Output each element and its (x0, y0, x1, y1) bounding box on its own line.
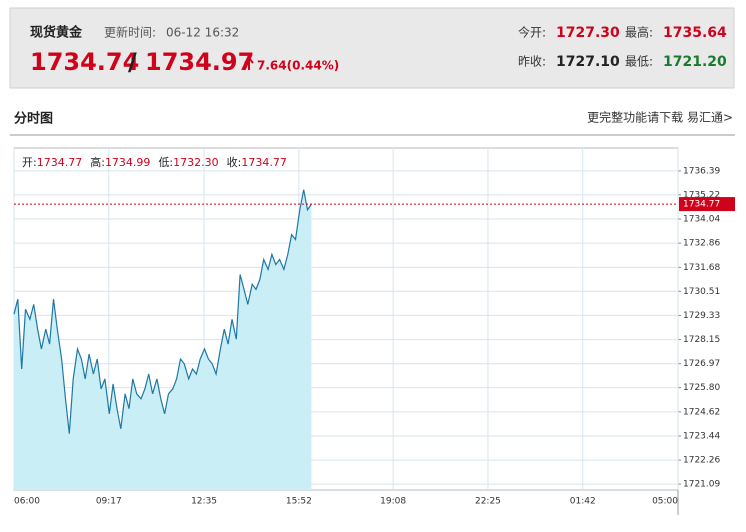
x-tick-label: 09:17 (96, 497, 122, 507)
y-tick-label: 1723.44 (683, 431, 720, 441)
stat-value: 1721.20 (663, 54, 727, 70)
y-tick-label: 1732.86 (683, 239, 720, 249)
x-tick-label: 15:52 (286, 497, 312, 507)
stat-value: 1735.64 (663, 25, 727, 41)
y-tick-label: 1725.80 (683, 383, 720, 393)
quote-panel (9, 7, 735, 89)
stat-value: 1727.30 (556, 25, 620, 41)
update-label: 更新时间: (104, 25, 156, 40)
y-tick-label: 1729.33 (683, 311, 720, 321)
info-label: 高: (90, 155, 105, 169)
ask-price: 1734.97 (145, 48, 254, 76)
stat-label: 最低: (625, 55, 653, 69)
y-tick-label: 1721.09 (683, 480, 720, 490)
info-value: 1732.30 (173, 156, 219, 169)
y-tick-label: 1726.97 (683, 359, 720, 369)
y-tick-label: 1730.51 (683, 287, 720, 297)
stat-label: 昨收: (518, 55, 546, 69)
download-link[interactable]: 更完整功能请下载 易汇通> (587, 110, 733, 125)
info-value: 1734.77 (241, 156, 287, 169)
x-tick-label: 12:35 (191, 497, 217, 507)
price-change: 7.64(0.44%) (257, 59, 339, 73)
info-label: 开: (22, 156, 37, 169)
stat-label: 最高: (625, 25, 653, 40)
last-price-label: 1734.77 (683, 200, 720, 210)
price-area (14, 189, 312, 491)
y-tick-label: 1731.68 (683, 263, 720, 273)
update-time: 06-12 16:32 (166, 26, 239, 40)
up-arrow (244, 56, 254, 70)
y-tick-label: 1724.62 (683, 407, 720, 417)
x-tick-label: 05:00 (652, 497, 678, 507)
y-tick-label: 1728.15 (683, 335, 720, 345)
stat-label: 今开: (518, 25, 546, 40)
x-tick-label: 19:08 (380, 497, 406, 507)
x-tick-label: 22:25 (475, 497, 501, 507)
info-value: 1734.99 (105, 156, 151, 169)
bid-price: 1734.74 (30, 48, 139, 76)
y-tick-label: 1722.26 (683, 456, 720, 466)
y-tick-label: 1736.39 (683, 166, 720, 176)
price-line (13, 189, 312, 434)
y-tick-label: 1734.04 (683, 215, 720, 225)
section-title: 分时图 (14, 111, 53, 127)
stat-value: 1727.10 (556, 54, 620, 70)
x-tick-label: 06:00 (14, 497, 40, 507)
ohlc-info: 开:1734.77 高:1734.99 低:1732.30 收:1734.77 (22, 155, 287, 169)
y-tick-label: 1735.22 (683, 190, 720, 200)
last-price-box (679, 197, 735, 212)
chart: 1736.39 1735.22 1734.04 1732.86 1731.68 1730.… (13, 147, 735, 515)
stats: 今开: 1727.30 最高: 1735.64 昨收: 1727.10 最低: 1721.20 (518, 25, 727, 71)
info-label: 收: (227, 155, 242, 169)
info-value: 1734.77 (37, 156, 83, 169)
instrument-name: 现货黄金 (30, 25, 83, 41)
price-separator: / (128, 48, 137, 76)
x-tick-label: 01:42 (570, 497, 596, 507)
info-label: 低: (158, 156, 173, 169)
